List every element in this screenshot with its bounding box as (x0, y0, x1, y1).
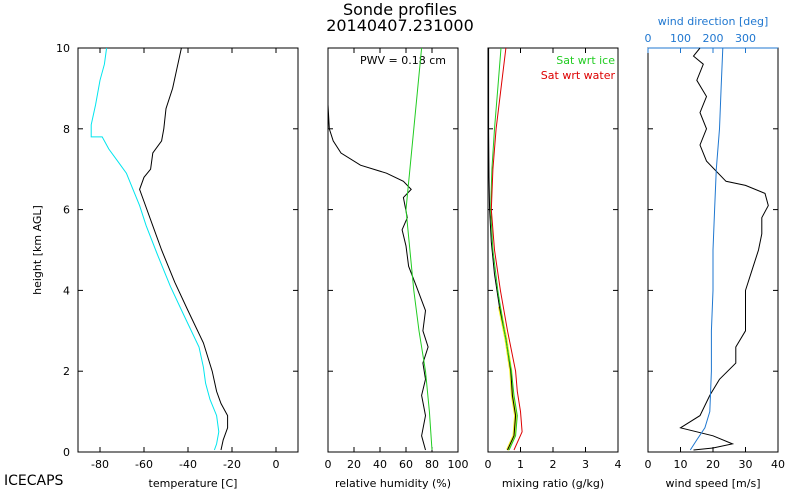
wind-speed-line (679, 47, 769, 451)
x-tick-label: 1 (517, 458, 524, 471)
x-tick-label: 2 (550, 458, 557, 471)
pwv-annotation: PWV = 0.18 cm (360, 54, 446, 67)
top-x-tick-label: 300 (735, 32, 756, 45)
x-tick-label: 10 (674, 458, 688, 471)
top-x-tick-label: 200 (703, 32, 724, 45)
temperature-panel: temperature [C] 0 2 4 6 8 10 -80 -60 -40 -20 0 (56, 42, 299, 490)
x-tick-label: 40 (771, 458, 785, 471)
top-x-tick-label: 100 (670, 32, 691, 45)
x-tick-label: -20 (223, 458, 241, 471)
y-axis-label: height [km AGL] (31, 205, 44, 295)
mixing-ratio-xlabel: mixing ratio (g/kg) (502, 477, 604, 490)
x-tick-label: -80 (91, 458, 109, 471)
x-tick-label: 40 (373, 458, 387, 471)
x-tick-label: 20 (347, 458, 361, 471)
temperature-line (139, 47, 229, 451)
x-tick-label: 0 (485, 458, 492, 471)
relative-humidity-panel: relative humidity (%) PWV = 0.18 cm 0 20 4… (325, 47, 469, 490)
y-tick-label: 6 (63, 204, 70, 217)
panel-frame (77, 47, 299, 453)
wind-direction-xlabel: wind direction [deg] (658, 15, 769, 28)
mixing-ratio-line (488, 48, 517, 451)
legend-sat-water: Sat wrt water (541, 69, 616, 82)
panel-frame (487, 47, 619, 453)
mixing-ratio-panel: mixing ratio (g/kg) Sat wrt ice Sat wrt … (485, 47, 622, 490)
temperature-xlabel: temperature [C] (149, 477, 238, 490)
sat-wrt-water-line (490, 47, 523, 451)
x-tick-label: 80 (425, 458, 439, 471)
x-tick-label: 0 (645, 458, 652, 471)
y-tick-label: 4 (63, 284, 70, 297)
x-tick-label: 60 (399, 458, 413, 471)
x-tick-label: 100 (448, 458, 469, 471)
x-tick-label: 0 (273, 458, 280, 471)
rh-line (327, 48, 429, 451)
x-tick-label: 0 (325, 458, 332, 471)
legend-sat-ice: Sat wrt ice (556, 54, 615, 67)
y-tick-label: 2 (63, 365, 70, 378)
x-tick-label: 30 (739, 458, 753, 471)
x-tick-label: 3 (582, 458, 589, 471)
x-tick-label: -60 (135, 458, 153, 471)
panel-frame (327, 47, 459, 453)
y-tick-label: 0 (63, 446, 70, 459)
footer-label: ICECAPS (4, 473, 64, 489)
wind-direction-line (689, 47, 724, 451)
top-x-tick-label: 0 (645, 32, 652, 45)
wind-panel: wind speed [m/s] wind direction [deg] 0 1… (645, 15, 786, 490)
sat-wrt-ice-line (490, 47, 518, 451)
y-tick-label: 8 (63, 123, 70, 136)
sat-wrt-ice-line (405, 47, 433, 451)
x-tick-label: 4 (615, 458, 622, 471)
chart-subtitle: 20140407.231000 (326, 16, 474, 35)
chart-title: Sonde profiles (343, 0, 457, 19)
dewpoint-line (90, 47, 220, 451)
wind-speed-xlabel: wind speed [m/s] (666, 477, 761, 490)
y-tick-label: 10 (56, 42, 70, 55)
x-tick-label: 20 (706, 458, 720, 471)
rh-xlabel: relative humidity (%) (335, 477, 451, 490)
x-tick-label: -40 (179, 458, 197, 471)
